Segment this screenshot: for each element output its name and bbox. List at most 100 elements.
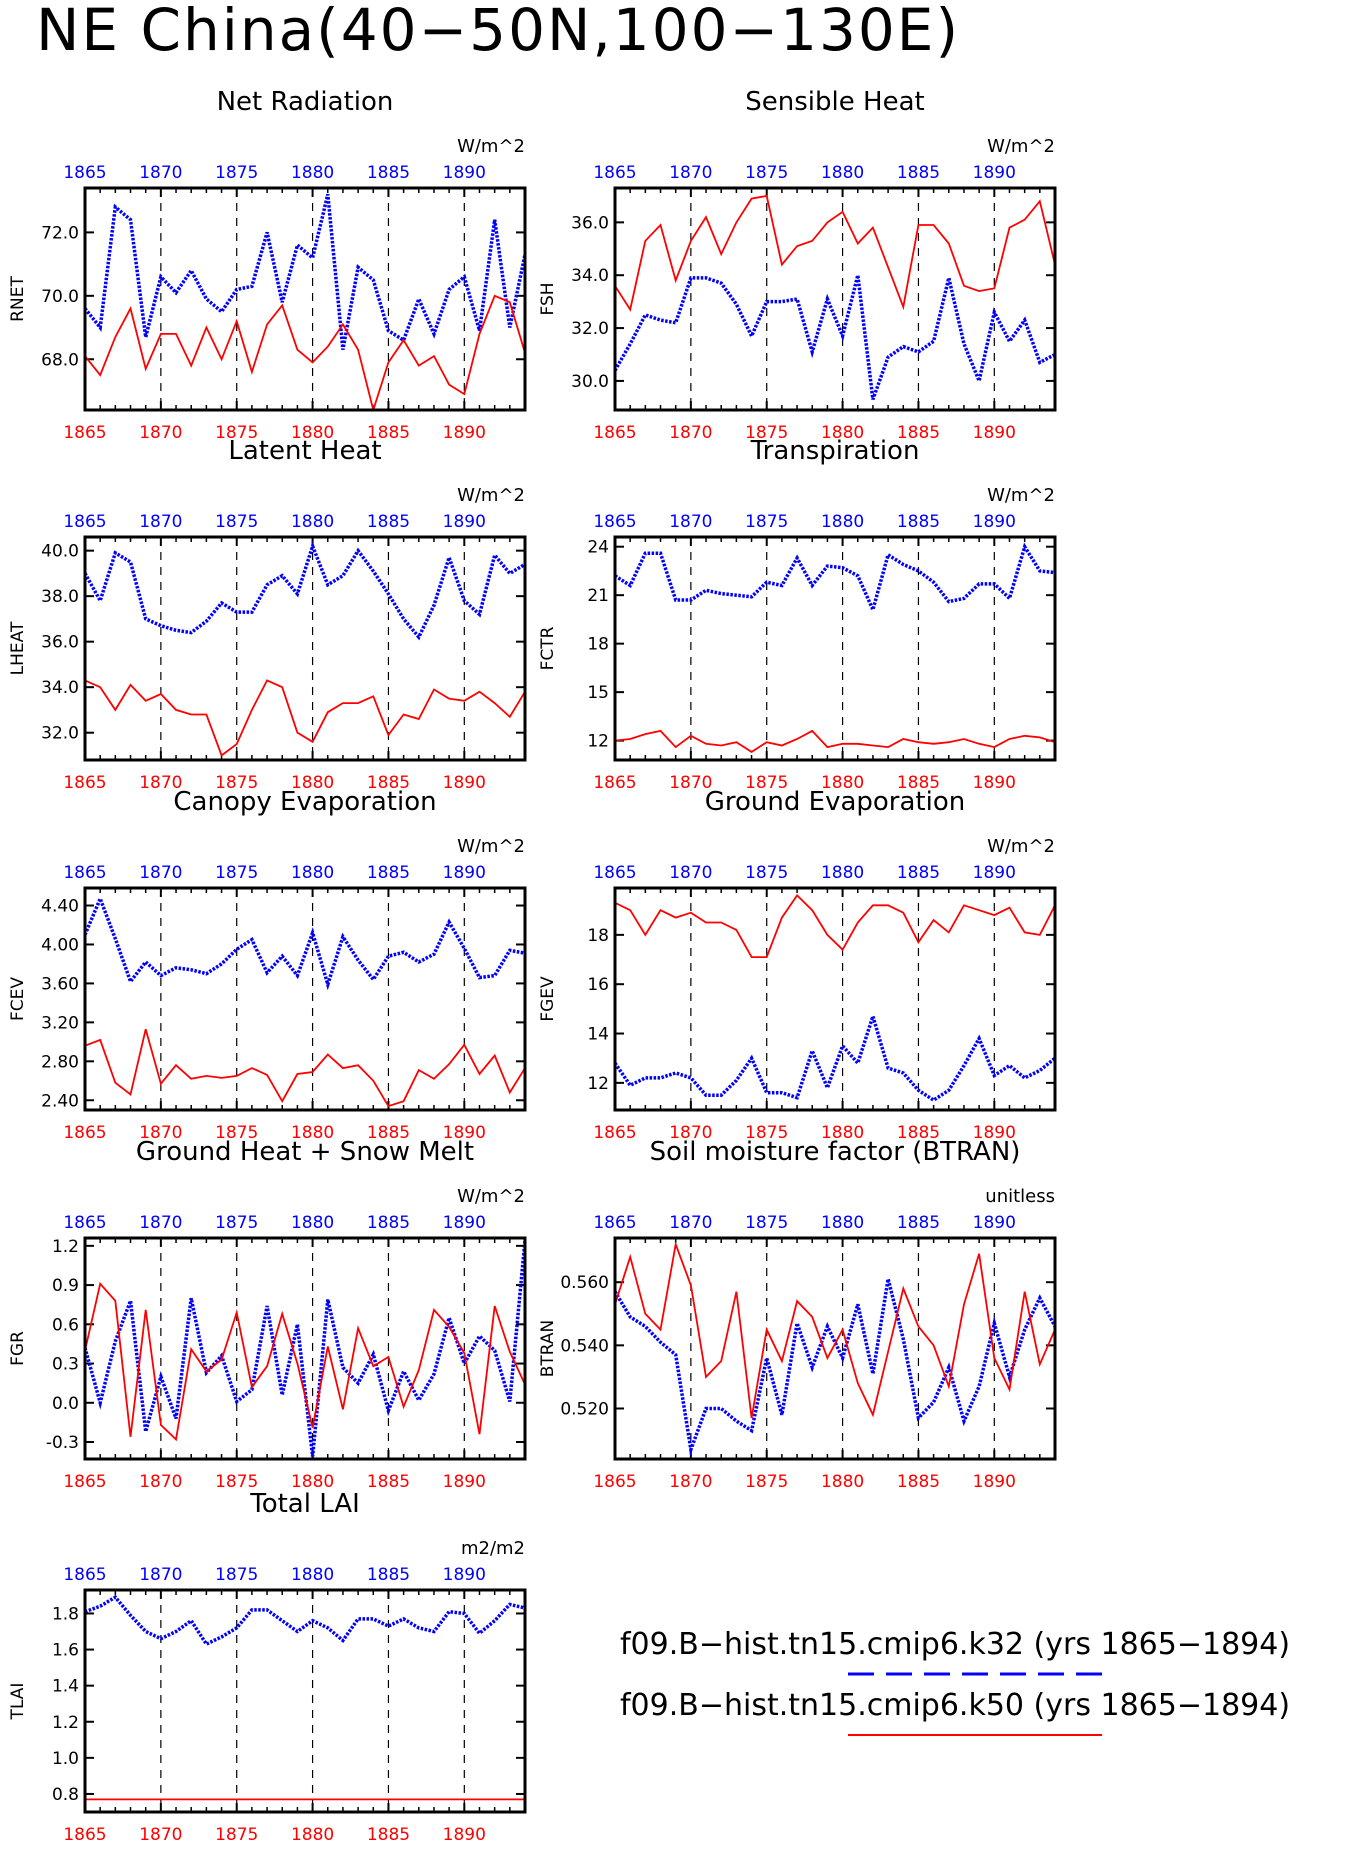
x-tick-label: 1880 — [821, 1472, 864, 1492]
x-tick-label-top: 1880 — [291, 512, 334, 532]
x-tick-label-top: 1875 — [745, 1213, 788, 1233]
chart-title: Soil moisture factor (BTRAN) — [650, 1137, 1021, 1167]
x-tick-label: 1875 — [215, 1825, 258, 1845]
x-tick-label: 1875 — [745, 1472, 788, 1492]
chart-tlai: Total LAI m2/m2 1865 1865 1870 1870 1875 1875 18… — [8, 1489, 527, 1845]
x-tick-label: 1885 — [367, 1123, 410, 1143]
series-line-blue — [615, 274, 1055, 400]
x-tick-label: 1880 — [291, 773, 334, 793]
plot-frame — [83, 1236, 527, 1461]
y-tick-label: 2.80 — [41, 1052, 79, 1072]
x-tick-label-top: 1875 — [745, 863, 788, 883]
x-tick-label-top: 1870 — [139, 863, 182, 883]
x-tick-label-top: 1870 — [669, 512, 712, 532]
x-tick-label-top: 1870 — [139, 1213, 182, 1233]
y-axis-label: FSH — [538, 282, 558, 315]
x-tick-label: 1865 — [63, 1825, 106, 1845]
x-tick-label: 1865 — [593, 773, 636, 793]
x-tick-label-top: 1890 — [443, 1565, 486, 1585]
series-line-blue — [615, 542, 1055, 615]
y-tick-label: 72.0 — [41, 223, 79, 243]
x-tick-label-top: 1865 — [63, 1565, 106, 1585]
x-tick-label: 1880 — [291, 1472, 334, 1492]
x-tick-label-top: 1890 — [973, 863, 1016, 883]
y-tick-label: 0.520 — [560, 1399, 609, 1419]
x-tick-label: 1880 — [291, 1123, 334, 1143]
y-tick-label: 68.0 — [41, 350, 79, 370]
chart-title: Sensible Heat — [745, 87, 924, 117]
x-tick-label-top: 1875 — [215, 1565, 258, 1585]
x-tick-label-top: 1885 — [367, 863, 410, 883]
x-tick-label: 1880 — [821, 773, 864, 793]
x-tick-label-top: 1870 — [139, 163, 182, 183]
y-tick-label: 1.4 — [52, 1677, 79, 1697]
x-tick-label: 1890 — [973, 1472, 1016, 1492]
x-tick-label-top: 1890 — [443, 1213, 486, 1233]
plot-frame — [613, 1236, 1057, 1461]
x-tick-label-top: 1880 — [821, 163, 864, 183]
x-tick-label: 1870 — [669, 773, 712, 793]
series-line-blue — [85, 540, 525, 641]
chart-title: Transpiration — [750, 436, 920, 466]
x-tick-label-top: 1880 — [821, 863, 864, 883]
y-tick-label: 0.540 — [560, 1336, 609, 1356]
x-tick-label: 1875 — [745, 773, 788, 793]
x-tick-label: 1885 — [897, 1472, 940, 1492]
plot-frame — [613, 186, 1057, 412]
x-tick-label: 1870 — [669, 423, 712, 443]
y-tick-label: 32.0 — [41, 724, 79, 744]
legend-entry-k32: f09.B−hist.tn15.cmip6.k32 (yrs 1865−1894… — [620, 1627, 1291, 1662]
chart-title: Canopy Evaporation — [173, 787, 436, 817]
y-axis-label: LHEAT — [8, 621, 28, 675]
y-tick-label: 38.0 — [41, 587, 79, 607]
x-tick-label: 1880 — [821, 1123, 864, 1143]
x-tick-label-top: 1885 — [367, 1565, 410, 1585]
y-tick-label: 12 — [587, 732, 609, 752]
x-tick-label-top: 1870 — [669, 1213, 712, 1233]
chart-lheat: Latent Heat W/m^2 1865 1865 1870 1870 1875 1875… — [8, 436, 527, 793]
x-tick-label: 1880 — [291, 1825, 334, 1845]
y-tick-label: 3.20 — [41, 1013, 79, 1033]
x-tick-label-top: 1880 — [291, 863, 334, 883]
x-tick-label-top: 1865 — [63, 163, 106, 183]
x-tick-label: 1885 — [367, 1825, 410, 1845]
x-tick-label: 1890 — [973, 773, 1016, 793]
plot-frame — [83, 535, 527, 762]
plot-frame — [83, 186, 527, 412]
x-tick-label: 1870 — [139, 773, 182, 793]
x-tick-label-top: 1885 — [897, 863, 940, 883]
chart-fgr: Ground Heat + Snow Melt W/m^2 1865 1865 1870… — [8, 1137, 527, 1492]
x-tick-label: 1870 — [669, 1472, 712, 1492]
x-tick-label-top: 1890 — [973, 512, 1016, 532]
units-label: W/m^2 — [457, 836, 525, 857]
legend-line-k32 — [848, 1672, 1102, 1676]
x-tick-label: 1880 — [821, 423, 864, 443]
y-tick-label: 70.0 — [41, 287, 79, 307]
x-tick-label-top: 1880 — [821, 1213, 864, 1233]
series-line-blue — [85, 893, 525, 991]
y-tick-label: 18 — [587, 635, 609, 655]
x-tick-label-top: 1880 — [821, 512, 864, 532]
x-tick-label: 1890 — [443, 1123, 486, 1143]
y-axis-label: RNET — [8, 276, 28, 322]
x-tick-label: 1865 — [63, 1472, 106, 1492]
series-line-blue — [85, 1594, 525, 1647]
x-tick-label: 1870 — [139, 1472, 182, 1492]
x-tick-label-top: 1865 — [593, 863, 636, 883]
x-tick-label-top: 1865 — [593, 512, 636, 532]
y-tick-label: 1.8 — [52, 1604, 79, 1624]
y-axis-label: FGEV — [538, 976, 558, 1022]
x-tick-label-top: 1870 — [139, 512, 182, 532]
x-tick-label-top: 1885 — [897, 163, 940, 183]
series-line-red — [85, 1281, 525, 1442]
y-tick-label: 0.0 — [52, 1394, 79, 1414]
legend-entry-k50: f09.B−hist.tn15.cmip6.k50 (yrs 1865−1894… — [620, 1688, 1291, 1723]
x-tick-label: 1890 — [973, 1123, 1016, 1143]
units-label: W/m^2 — [987, 136, 1055, 157]
x-tick-label-top: 1885 — [897, 1213, 940, 1233]
x-tick-label: 1885 — [897, 1123, 940, 1143]
legend-line-k50 — [848, 1734, 1102, 1736]
y-axis-label: FCTR — [538, 626, 558, 670]
y-tick-label: 24 — [587, 538, 609, 558]
